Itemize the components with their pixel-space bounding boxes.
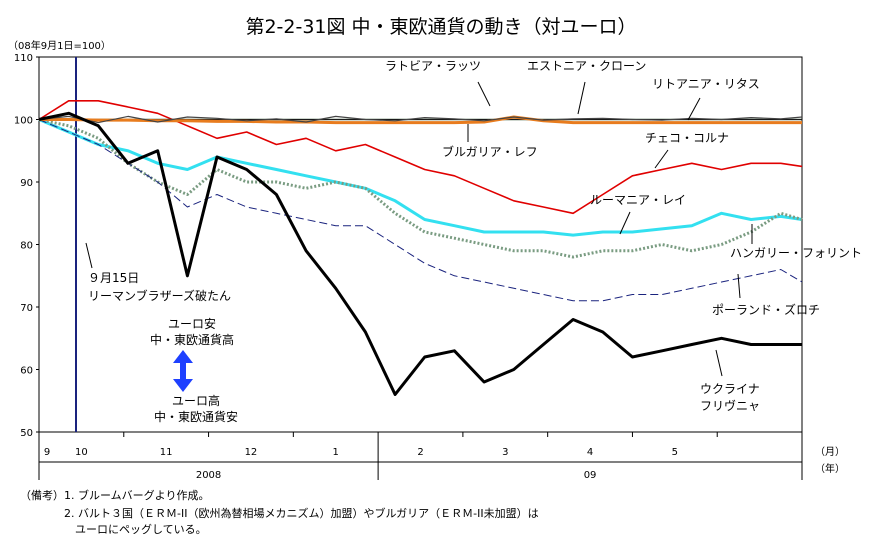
y-axis: 50 60 70 80 90 100 110 bbox=[14, 53, 39, 439]
x-tick-label: 12 bbox=[245, 447, 258, 458]
series-callout-line bbox=[477, 81, 491, 107]
x-tick-label: 10 bbox=[75, 447, 88, 458]
series-line-7 bbox=[38, 119, 803, 302]
series-label: チェコ・コルナ bbox=[645, 131, 729, 145]
arrow-down-label-1: ユーロ高 bbox=[172, 393, 220, 408]
year-label: 2008 bbox=[196, 470, 221, 481]
y-tick-label: 100 bbox=[14, 116, 33, 127]
series-label: ハンガリー・フォリント bbox=[730, 246, 862, 260]
series-label: ラトビア・ラッツ bbox=[385, 59, 481, 73]
arrow-up-label-2: 中・東欧通貨高 bbox=[150, 332, 234, 347]
peg-note-2: ユーロにペッグしている。 bbox=[20, 523, 207, 536]
source-note: （備考）1. ブルームバーグより作成。 bbox=[20, 489, 210, 502]
lehman-label-event: リーマンブラザーズ破たん bbox=[88, 288, 231, 303]
index-base-note: （08年9月1日=100） bbox=[8, 39, 111, 52]
plot-area bbox=[38, 56, 803, 433]
series-callout-line bbox=[619, 211, 631, 235]
series-line-5 bbox=[38, 118, 803, 237]
double-arrow-icon bbox=[173, 350, 193, 392]
x-tick-label: 3 bbox=[502, 447, 508, 458]
y-tick-label: 110 bbox=[14, 53, 33, 64]
series-label: エストニア・クローン bbox=[527, 59, 646, 73]
series-label: ブルガリア・レフ bbox=[442, 144, 538, 159]
x-tick-label: 11 bbox=[160, 447, 173, 458]
year-unit-label: （年） bbox=[815, 462, 845, 475]
chart-title: 第2-2-31図 中・東欧通貨の動き（対ユーロ） bbox=[245, 16, 636, 38]
x-tick-label: 5 bbox=[672, 447, 678, 458]
y-tick-label: 50 bbox=[20, 428, 33, 439]
series-label: ルーマニア・レイ bbox=[590, 193, 686, 207]
y-tick-label: 80 bbox=[20, 241, 33, 252]
series-line-4 bbox=[38, 100, 803, 215]
month-unit-label: （月） bbox=[815, 446, 845, 458]
lehman-callout-line bbox=[85, 242, 93, 269]
y-tick-label: 70 bbox=[20, 303, 33, 314]
series-label: フリヴニャ bbox=[700, 398, 760, 413]
x-tick-label: 4 bbox=[587, 447, 593, 458]
x-tick-label: 2 bbox=[417, 447, 423, 458]
y-tick-label: 90 bbox=[20, 178, 33, 189]
arrow-down-label-2: 中・東欧通貨安 bbox=[154, 409, 238, 424]
year-label: 09 bbox=[584, 470, 597, 481]
series-callout-line bbox=[654, 149, 669, 169]
x-tick-label: 9 bbox=[44, 447, 50, 458]
series-callout-line bbox=[715, 349, 723, 377]
y-tick-label: 60 bbox=[20, 366, 33, 377]
x-tick-label: 1 bbox=[333, 447, 339, 458]
arrow-up-label-1: ユーロ安 bbox=[168, 316, 216, 331]
series-layer bbox=[38, 100, 803, 396]
series-line-8 bbox=[38, 111, 802, 396]
lehman-label-date: ９月15日 bbox=[88, 271, 139, 285]
series-line-0 bbox=[38, 115, 803, 124]
series-callout-line bbox=[737, 273, 741, 299]
series-callout-line bbox=[687, 97, 701, 121]
series-callout-line bbox=[577, 81, 586, 115]
series-label: ポーランド・ズロチ bbox=[712, 302, 820, 317]
peg-note-1: 2. バルト３国（ＥＲＭ-II（欧州為替相場メカニズム）加盟）やブルガリア（ＥＲ… bbox=[20, 507, 539, 520]
series-label: リトアニア・リタス bbox=[652, 77, 760, 91]
series-label: ウクライナ bbox=[700, 382, 760, 396]
